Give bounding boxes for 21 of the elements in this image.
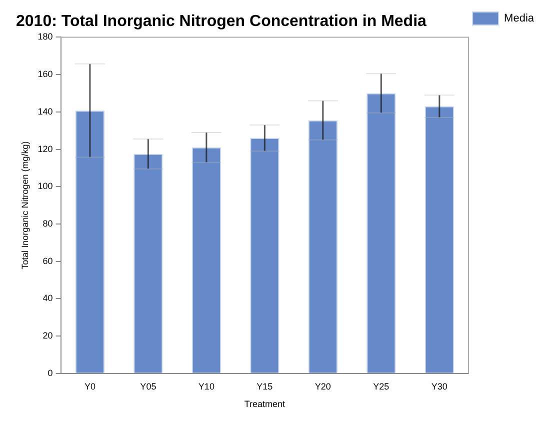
y-tick-label: 20 (42, 330, 53, 341)
x-tick-label: Y20 (314, 381, 331, 392)
x-tick-label: Y30 (431, 381, 448, 392)
legend-label: Media (504, 12, 535, 25)
y-tick-label: 160 (38, 69, 53, 80)
y-tick-label: 80 (42, 218, 53, 228)
x-tick-label: Y0 (84, 381, 96, 392)
y-tick-label: 180 (38, 32, 53, 42)
y-tick-label: 100 (38, 181, 53, 192)
y-tick-label: 60 (42, 256, 53, 266)
y-tick-label: 140 (38, 106, 53, 116)
x-tick-label: Y10 (198, 381, 214, 392)
chart-title: 2010: Total Inorganic Nitrogen Concentration in Media (16, 13, 427, 30)
y-tick-label: 0 (48, 368, 53, 378)
x-tick-label: Y05 (140, 381, 156, 392)
x-tick-label: Y25 (373, 381, 390, 392)
y-tick-label: 120 (38, 144, 53, 154)
x-axis-title: Treatment (244, 399, 286, 410)
x-tick-label: Y15 (256, 381, 273, 392)
y-axis-title: Total Inorganic Nitrogen (mg/kg) (20, 141, 30, 270)
y-tick-label: 40 (42, 293, 53, 304)
